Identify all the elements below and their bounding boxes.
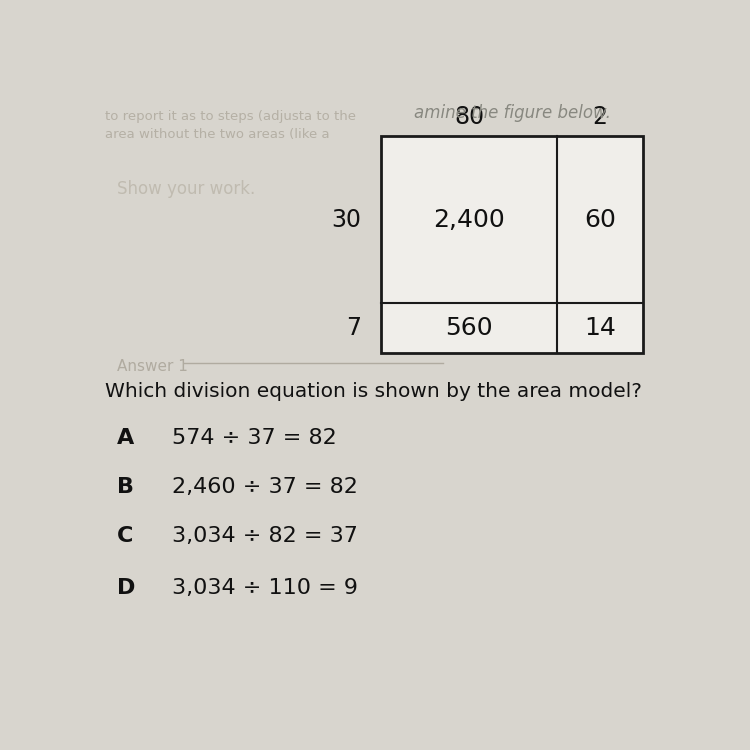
Text: 3,034 ÷ 82 = 37: 3,034 ÷ 82 = 37 <box>172 526 358 546</box>
Text: 2,400: 2,400 <box>433 208 505 232</box>
Text: area without the two areas (like a: area without the two areas (like a <box>105 128 330 140</box>
Text: D: D <box>117 578 135 598</box>
Text: C: C <box>117 526 134 546</box>
Text: 3,034 ÷ 110 = 9: 3,034 ÷ 110 = 9 <box>172 578 358 598</box>
Text: to report it as to steps (adjusta to the: to report it as to steps (adjusta to the <box>105 110 356 123</box>
Text: 80: 80 <box>454 105 484 129</box>
Text: 574 ÷ 37 = 82: 574 ÷ 37 = 82 <box>172 427 337 448</box>
Text: 2: 2 <box>592 105 608 129</box>
Text: 2,460 ÷ 37 = 82: 2,460 ÷ 37 = 82 <box>172 477 358 497</box>
Text: 560: 560 <box>446 316 493 340</box>
Text: 60: 60 <box>584 208 616 232</box>
Text: 30: 30 <box>332 208 362 232</box>
Bar <box>382 136 643 352</box>
Text: Show your work.: Show your work. <box>117 179 255 197</box>
Text: 7: 7 <box>346 316 362 340</box>
Text: Answer 1: Answer 1 <box>117 358 188 374</box>
Text: A: A <box>117 427 134 448</box>
Text: 14: 14 <box>584 316 616 340</box>
Text: Which division equation is shown by the area model?: Which division equation is shown by the … <box>105 382 642 400</box>
Text: B: B <box>117 477 134 497</box>
Text: amine the figure below.: amine the figure below. <box>414 104 610 122</box>
